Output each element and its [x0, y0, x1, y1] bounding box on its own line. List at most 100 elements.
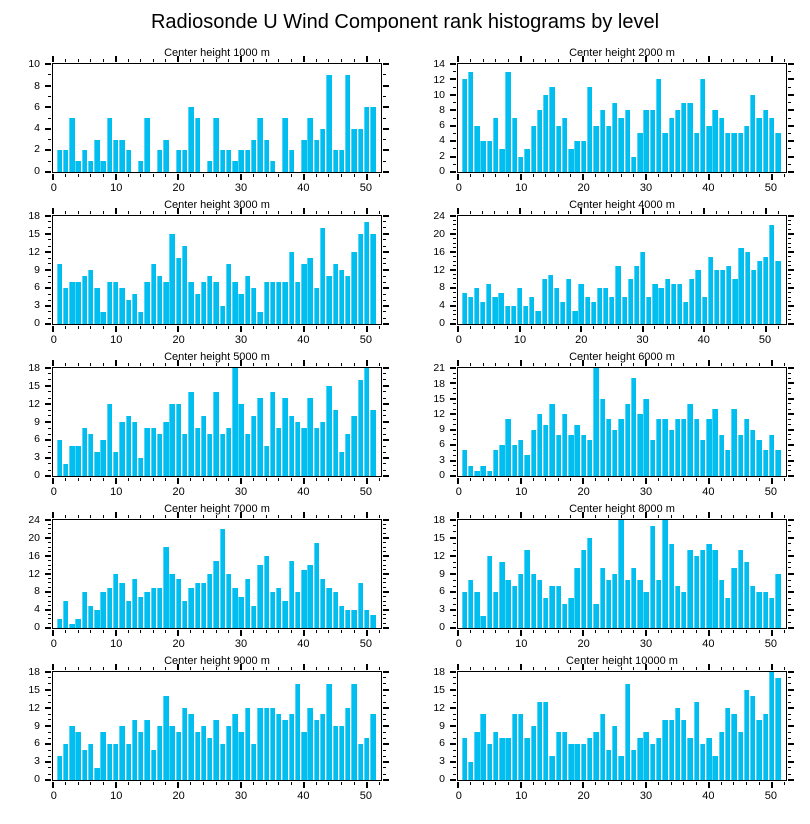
x-tick-mark — [114, 664, 117, 670]
histogram-bar — [530, 726, 536, 780]
histogram-bar — [225, 726, 232, 780]
x-tick-mark — [203, 515, 205, 518]
histogram-bar — [219, 150, 226, 172]
histogram-bar — [467, 762, 474, 780]
x-tick-mark — [302, 174, 305, 180]
x-tick-mark — [633, 667, 635, 670]
x-tick-label: 50 — [359, 182, 372, 194]
x-tick-label: 30 — [234, 638, 248, 650]
histogram-bar — [263, 708, 269, 780]
histogram-bar — [762, 450, 768, 476]
x-tick-mark — [102, 478, 104, 481]
x-tick-mark — [127, 59, 129, 62]
histogram-bar — [138, 312, 144, 324]
x-tick-mark — [328, 59, 330, 62]
x-tick-mark — [114, 512, 117, 518]
y-tick-mark — [383, 719, 386, 721]
y-tick-mark — [48, 683, 51, 685]
x-tick-mark — [620, 478, 622, 481]
y-tick-mark — [383, 415, 386, 417]
histogram-bar — [649, 526, 656, 628]
x-tick-mark — [203, 782, 205, 785]
y-tick-label: 18 — [28, 362, 40, 375]
y-tick-label: 18 — [28, 210, 40, 223]
y-tick-mark — [453, 86, 456, 88]
x-tick-mark — [494, 326, 496, 329]
histogram-bar — [313, 428, 320, 476]
x-tick-mark — [783, 59, 785, 62]
y-tick-mark — [383, 63, 389, 65]
x-tick-mark — [365, 174, 368, 180]
histogram-bar — [301, 264, 307, 324]
histogram-bar — [188, 107, 194, 172]
x-tick-mark — [190, 667, 192, 670]
y-tick-mark — [453, 319, 456, 320]
y-tick-mark — [453, 408, 456, 410]
x-tick-mark — [707, 782, 710, 788]
y-tick-mark — [45, 63, 51, 65]
histogram-bar — [724, 598, 731, 628]
histogram-bar — [568, 434, 574, 476]
x-tick-mark — [570, 630, 572, 633]
x-tick-mark — [253, 478, 255, 481]
y-tick-mark — [48, 523, 51, 525]
y-tick-label: 21 — [433, 362, 445, 375]
y-tick-mark — [788, 86, 791, 88]
y-tick-mark — [788, 719, 791, 721]
histogram-bar — [756, 261, 763, 324]
histogram-bar — [731, 568, 737, 628]
histogram-bar — [681, 592, 687, 628]
histogram-bar — [643, 592, 649, 628]
chart-grid: Center height 1000 m 0 10 20 30 40 50 0 2 4 6 8 10 Ce… — [0, 46, 810, 806]
histogram-bar — [250, 744, 257, 780]
histogram-bar — [257, 312, 263, 324]
histogram-bar — [144, 282, 150, 324]
x-tick-mark — [203, 630, 205, 633]
histogram-bar — [461, 592, 467, 628]
histogram-bar — [505, 580, 511, 628]
x-tick-mark — [265, 782, 267, 785]
histogram-bar — [238, 294, 244, 324]
x-tick-label: 10 — [515, 182, 528, 194]
x-tick-mark — [570, 363, 572, 366]
y-tick-mark — [453, 260, 456, 262]
y-tick-mark — [383, 379, 386, 381]
histogram-bar — [724, 450, 731, 476]
histogram-bar — [138, 458, 144, 476]
x-tick-mark — [52, 782, 54, 788]
histogram-bar — [518, 574, 524, 628]
histogram-bar — [467, 71, 474, 172]
y-tick-label: 2 — [439, 149, 445, 162]
y-tick-label: 12 — [433, 701, 445, 714]
y-tick-mark — [383, 299, 386, 301]
histogram-bar — [200, 726, 207, 780]
y-tick-mark — [383, 221, 386, 223]
x-tick-mark — [633, 630, 635, 633]
histogram-bar — [288, 252, 294, 324]
histogram-bar — [56, 150, 62, 172]
x-tick-mark — [215, 211, 217, 214]
y-tick-mark — [788, 260, 791, 262]
histogram-bar — [627, 279, 633, 324]
histogram-bar — [543, 598, 549, 628]
y-tick-mark — [383, 528, 386, 530]
y-tick-mark — [453, 388, 456, 390]
y-tick-mark — [45, 323, 51, 325]
x-tick-mark — [215, 515, 217, 518]
y-tick-mark — [788, 573, 794, 575]
histogram-bar — [263, 139, 269, 172]
x-tick-mark — [215, 174, 217, 177]
y-tick-mark — [48, 528, 51, 530]
histogram-bar — [612, 726, 618, 780]
y-tick-label: 0 — [439, 316, 445, 329]
x-tick-mark — [190, 326, 192, 329]
y-tick-mark — [383, 713, 386, 715]
y-tick-mark — [788, 124, 794, 127]
histogram-bar — [87, 270, 94, 324]
x-tick-mark — [265, 363, 267, 366]
x-tick-mark — [102, 630, 104, 633]
histogram-bar — [144, 118, 150, 172]
histogram-bar — [106, 118, 113, 172]
x-tick-mark — [203, 174, 205, 177]
x-tick-mark — [745, 630, 747, 633]
